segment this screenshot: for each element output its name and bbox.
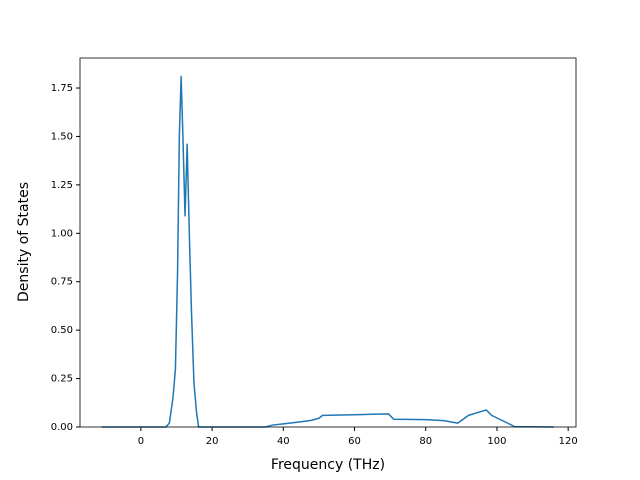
y-tick-label: 0.00 (51, 422, 73, 433)
x-tick-label: 20 (206, 436, 219, 447)
y-tick-label: 1.50 (51, 131, 73, 142)
x-tick-label: 100 (487, 436, 506, 447)
x-axis-label: Frequency (THz) (271, 457, 385, 473)
y-tick-label: 1.00 (51, 228, 73, 239)
y-tick-label: 1.75 (51, 83, 73, 94)
y-tick-label: 1.25 (51, 180, 73, 191)
x-tick-label: 0 (138, 436, 144, 447)
y-tick-label: 0.75 (51, 277, 73, 288)
x-tick-label: 120 (559, 436, 578, 447)
y-tick-label: 0.50 (51, 325, 73, 336)
line-series (101, 75, 554, 428)
axes-frame (79, 57, 577, 428)
y-tick-label: 0.25 (51, 374, 73, 385)
y-axis-label: Density of States (16, 182, 32, 302)
x-tick-label: 60 (348, 436, 361, 447)
x-tick-label: 80 (419, 436, 432, 447)
x-tick-label: 40 (277, 436, 290, 447)
